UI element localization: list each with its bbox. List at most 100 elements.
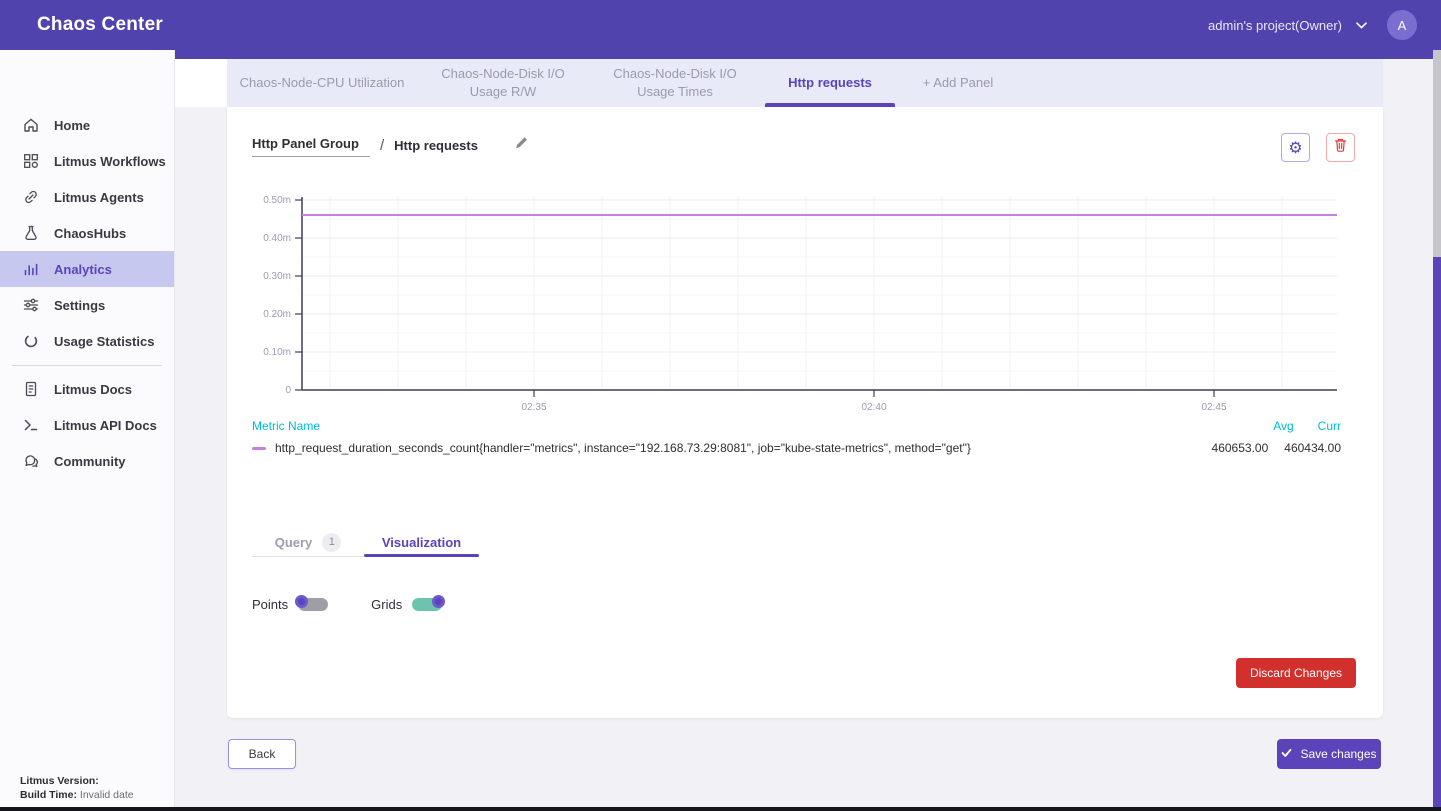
- sidebar-divider: [12, 365, 162, 366]
- grids-toggle-label: Grids: [371, 597, 403, 612]
- sidebar: Home Litmus Workflows Litmus Agents Chao…: [0, 50, 175, 811]
- panel-delete-button[interactable]: [1326, 133, 1355, 162]
- sidebar-item-label: Litmus Workflows: [54, 153, 166, 169]
- check-icon: [1281, 747, 1292, 761]
- h-gridlines: [302, 199, 1337, 372]
- header-extension: [175, 50, 1433, 59]
- flask-icon: [22, 224, 40, 242]
- visualization-options: Points Grids: [252, 595, 446, 612]
- sidebar-item-chaoshubs[interactable]: ChaosHubs: [0, 215, 174, 251]
- workflows-icon: [22, 152, 40, 170]
- scrollbar-thumb[interactable]: [1433, 257, 1441, 811]
- sidebar-item-label: Community: [54, 453, 126, 469]
- scrollbar-thumb-top[interactable]: [1433, 50, 1441, 257]
- scrollbar[interactable]: [1433, 50, 1441, 811]
- legend-metric-header: Metric Name: [252, 419, 321, 433]
- sidebar-item-litmus-workflows[interactable]: Litmus Workflows: [0, 143, 174, 179]
- document-icon: [22, 380, 40, 398]
- sidebar-item-community[interactable]: Community: [0, 443, 174, 479]
- legend-avg-header: Avg: [1273, 419, 1294, 433]
- y-tick: 0.50m: [263, 195, 291, 206]
- build-time-label: Build Time:: [20, 789, 77, 802]
- sidebar-item-usage-statistics[interactable]: Usage Statistics: [0, 323, 174, 359]
- y-tick: 0: [285, 385, 291, 396]
- query-count-badge: 1: [322, 532, 342, 552]
- project-dropdown[interactable]: admin's project(Owner): [1208, 16, 1367, 34]
- sidebar-item-analytics[interactable]: Analytics: [0, 251, 174, 287]
- grids-toggle[interactable]: [412, 595, 446, 611]
- build-time-value: Invalid date: [79, 789, 134, 802]
- edit-pencil-icon[interactable]: [514, 135, 529, 157]
- build-info: Litmus Version: Build Time: Invalid date: [20, 774, 134, 803]
- chevron-down-icon: [1356, 16, 1367, 34]
- legend-curr-header: Curr: [1317, 419, 1341, 433]
- sidebar-item-label: Analytics: [54, 261, 112, 277]
- sidebar-item-litmus-agents[interactable]: Litmus Agents: [0, 179, 174, 215]
- points-toggle[interactable]: [295, 595, 329, 611]
- discard-changes-button[interactable]: Discard Changes: [1235, 658, 1356, 688]
- panel-group-name-input[interactable]: [252, 136, 370, 157]
- avatar[interactable]: A: [1387, 10, 1417, 40]
- link-icon: [22, 188, 40, 206]
- tab-http-requests[interactable]: Http requests: [761, 59, 899, 107]
- series-curr-value: 460434.00: [1284, 441, 1341, 455]
- toggle-knob: [432, 595, 446, 608]
- save-changes-button[interactable]: Save changes: [1277, 739, 1381, 769]
- v-gridlines: [329, 197, 1283, 390]
- trash-icon: [1333, 137, 1348, 158]
- sidebar-item-label: Litmus Docs: [54, 381, 133, 397]
- tab-visualization[interactable]: Visualization: [364, 527, 479, 557]
- app-title: Chaos Center: [37, 14, 163, 35]
- tab-visualization-label: Visualization: [381, 534, 462, 550]
- circle-icon: [22, 332, 40, 350]
- panel-editor-card: / Http requests ⚙: [227, 107, 1383, 718]
- y-tick: 0.10m: [263, 347, 291, 358]
- bar-chart-icon: [22, 260, 40, 278]
- sidebar-item-litmus-api-docs[interactable]: Litmus API Docs: [0, 407, 174, 443]
- points-toggle-label: Points: [252, 597, 289, 612]
- panel-breadcrumb: / Http requests: [252, 135, 529, 157]
- strip-gap: [175, 59, 227, 107]
- save-changes-label: Save changes: [1300, 747, 1377, 761]
- tab-query[interactable]: Query 1: [252, 527, 364, 557]
- sidebar-item-home[interactable]: Home: [0, 107, 174, 143]
- tab-add-panel[interactable]: + Add Panel: [922, 75, 994, 91]
- terminal-icon: [22, 416, 40, 434]
- toggle-knob: [295, 595, 309, 608]
- y-tick: 0.20m: [263, 309, 291, 320]
- tab-chaos-node-disk-io-usage-rw[interactable]: Chaos-Node-Disk I/O Usage R/W: [441, 66, 565, 99]
- x-tick: 02:35: [521, 402, 546, 413]
- sidebar-item-label: Settings: [54, 297, 106, 313]
- community-icon: [22, 452, 40, 470]
- metric-chart: 0.50m 0.40m 0.30m 0.20m 0.10m 0 02:35 02…: [250, 185, 1342, 417]
- top-app-bar: Chaos Center admin's project(Owner) A: [0, 0, 1441, 50]
- tab-chaos-node-disk-io-usage-times[interactable]: Chaos-Node-Disk I/O Usage Times: [613, 66, 737, 99]
- back-button[interactable]: Back: [228, 739, 296, 769]
- project-name: admin's project(Owner): [1208, 17, 1342, 33]
- series-name: http_request_duration_seconds_count{hand…: [275, 441, 971, 455]
- tab-query-label: Query: [274, 534, 313, 550]
- sidebar-item-litmus-docs[interactable]: Litmus Docs: [0, 371, 174, 407]
- legend-series-row: http_request_duration_seconds_count{hand…: [252, 441, 971, 455]
- sidebar-item-label: Litmus Agents: [54, 189, 144, 205]
- editor-tabs: Query 1 Visualization: [252, 527, 479, 557]
- sidebar-item-settings[interactable]: Settings: [0, 287, 174, 323]
- sidebar-item-label: Home: [54, 117, 91, 133]
- panel-settings-button[interactable]: ⚙: [1281, 133, 1310, 162]
- gear-icon: ⚙: [1288, 139, 1303, 157]
- sidebar-item-label: Litmus API Docs: [54, 417, 157, 433]
- sliders-icon: [22, 296, 40, 314]
- version-label: Litmus Version:: [20, 774, 99, 787]
- x-tick: 02:40: [861, 402, 886, 413]
- tab-chaos-node-cpu-utilization[interactable]: Chaos-Node-CPU Utilization: [239, 75, 405, 91]
- y-tick: 0.40m: [263, 233, 291, 244]
- panel-name: Http requests: [394, 138, 478, 153]
- sidebar-item-label: Usage Statistics: [54, 333, 155, 349]
- y-tick: 0.30m: [263, 271, 291, 282]
- home-icon: [22, 116, 40, 134]
- series-color-swatch: [252, 446, 266, 450]
- x-tick: 02:45: [1201, 402, 1226, 413]
- series-avg-value: 460653.00: [1211, 441, 1269, 455]
- panel-tabs: Chaos-Node-CPU Utilization Chaos-Node-Di…: [227, 59, 1383, 107]
